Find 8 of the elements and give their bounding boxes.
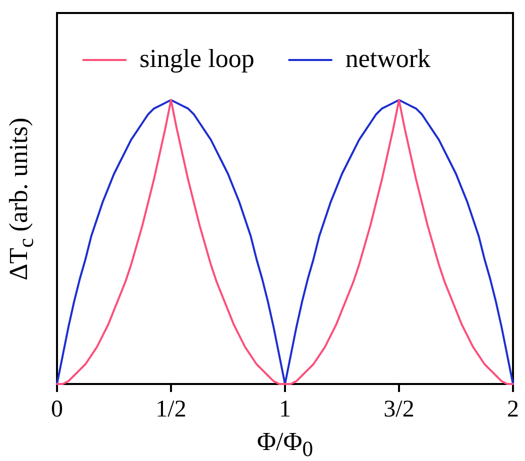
- legend-label: network: [345, 44, 431, 73]
- x-tick-label: 0: [51, 396, 63, 423]
- legend-label: single loop: [139, 44, 254, 73]
- x-tick-label: 1: [279, 396, 291, 423]
- x-tick-label: 1/2: [156, 396, 186, 423]
- x-tick-label: 2: [507, 396, 519, 423]
- x-tick-label: 3/2: [384, 396, 414, 423]
- x-axis-title: Φ/Φ$_{0}$: [256, 427, 314, 461]
